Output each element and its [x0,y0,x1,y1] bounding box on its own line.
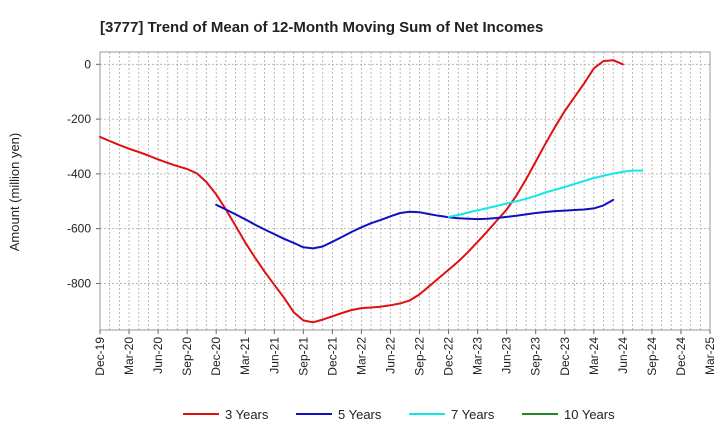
series-line-3-years [99,59,624,324]
y-tick-label: -800 [67,276,91,290]
x-tick-label: Jun-22 [383,337,397,374]
y-tick-label: -400 [67,167,91,181]
x-tick-label: Jun-24 [616,337,630,374]
y-tick-label: -600 [67,222,91,236]
y-axis-label: Amount (million yen) [7,133,22,252]
x-tick-label: Sep-20 [180,337,194,376]
legend-label: 3 Years [225,407,269,422]
x-tick-label: Jun-23 [500,337,514,374]
x-tick-label: Sep-24 [645,337,659,376]
series-lines [99,59,644,324]
x-tick-label: Sep-22 [413,337,427,376]
legend-label: 7 Years [451,407,495,422]
y-tick-label: -200 [67,112,91,126]
legend-label: 10 Years [564,407,615,422]
x-tick-label: Mar-21 [238,337,252,375]
x-tick-label: Jun-21 [267,337,281,374]
chart-title: [3777] Trend of Mean of 12-Month Moving … [100,19,543,36]
x-tick-label: Mar-23 [471,337,485,375]
legend-label: 5 Years [338,407,382,422]
x-tick-label: Sep-21 [296,337,310,376]
plot-frame [99,51,711,331]
grid [100,52,710,330]
legend: 3 Years 5 Years 7 Years 10 Years [183,407,615,422]
y-tick-label: 0 [84,57,91,71]
x-tick-label: Dec-22 [442,337,456,376]
x-tick-label: Mar-20 [122,337,136,375]
x-tick-label: Dec-19 [93,337,107,376]
series-line-5-years [215,198,615,250]
series-line-7-years [447,169,644,218]
x-tick-label: Dec-24 [674,337,688,376]
x-tick-label: Jun-20 [151,337,165,374]
x-tick-label: Dec-20 [209,337,223,376]
x-axis: Dec-19 Mar-20 Jun-20 Sep-20 Dec-20 Mar-21 Jun-… [93,330,717,376]
x-tick-label: Dec-21 [325,337,339,376]
x-tick-label: Mar-25 [703,337,717,375]
x-tick-label: Dec-23 [558,337,572,376]
y-axis: 0 -200 -400 -600 -800 [67,57,100,290]
x-tick-label: Mar-24 [587,337,601,375]
x-tick-label: Mar-22 [354,337,368,375]
x-tick-label: Sep-23 [529,337,543,376]
